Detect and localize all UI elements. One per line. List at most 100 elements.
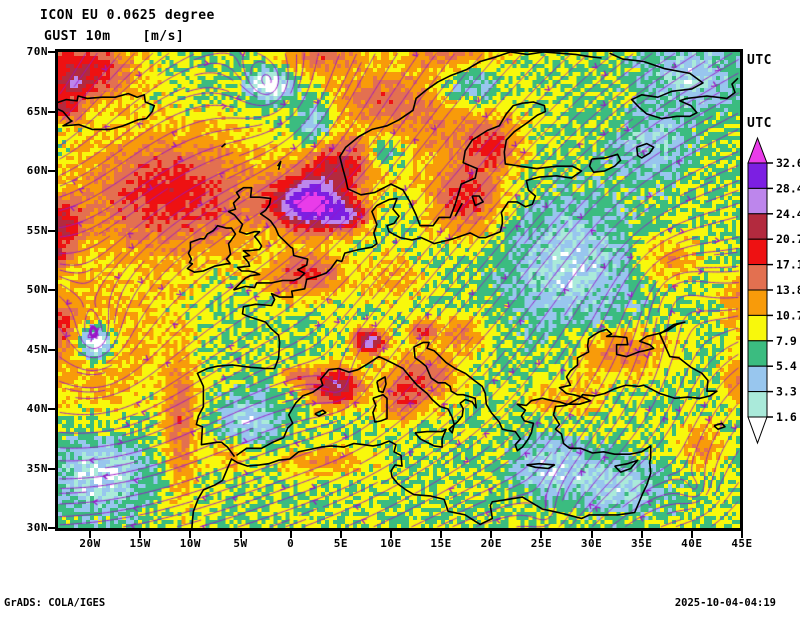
colorbar-label: 13.8 [776, 283, 800, 297]
lat-tick-mark [48, 408, 55, 410]
coastline-path [454, 202, 463, 217]
lon-tick-label: 20E [480, 537, 502, 550]
lon-tick-mark [440, 531, 443, 538]
colorbar-label: 10.7 [776, 308, 800, 322]
colorbar-segment [747, 340, 768, 367]
lon-tick-label: 15E [430, 537, 452, 550]
lon-tick-mark [339, 531, 342, 538]
lat-tick-label: 70N [26, 45, 48, 58]
lon-tick-mark [540, 531, 543, 538]
lon-tick-mark [389, 531, 392, 538]
model-title: ICON EU 0.0625 degree [40, 8, 215, 23]
lat-tick-label: 40N [26, 402, 48, 415]
lat-tick-label: 45N [26, 342, 48, 356]
lat-tick-label: 60N [26, 164, 48, 177]
streamlines-layer [58, 52, 740, 528]
lon-tick-mark [289, 531, 292, 538]
coastline-path [609, 52, 739, 120]
lat-tick-label: 35N [26, 461, 48, 475]
lon-tick-label: 5W [233, 537, 248, 550]
colorbar-label: 1.6 [776, 410, 797, 424]
grads-credit: GrADS: COLA/IGES [4, 597, 106, 609]
lat-tick-mark [48, 51, 55, 53]
lon-tick-label: 35E [631, 537, 653, 550]
colorbar-segment [747, 314, 768, 342]
lon-tick-label: 10E [380, 537, 402, 550]
lon-tick-label: 30E [580, 537, 603, 550]
lon-tick-mark [741, 531, 743, 538]
colorbar-label: 32.6 [776, 156, 800, 170]
creation-timestamp: 2025-10-04-04:19 [674, 597, 776, 609]
lat-tick-mark [48, 289, 55, 291]
lon-tick-label: 20W [79, 537, 101, 550]
lon-tick-label: 5E [333, 537, 348, 550]
coastline-path [376, 376, 387, 394]
colorbar-under-min [747, 416, 768, 445]
coastline-path [191, 321, 718, 528]
colorbar: 32.6 28.4 24.4 20.7 17.1 13.8 10.7 7.9 5.4 3.3 1.6 [744, 136, 800, 452]
lon-tick-mark [239, 531, 242, 538]
lat-tick-label: 55N [26, 223, 48, 237]
coastlines-layer [58, 52, 739, 528]
coastline-path [588, 153, 622, 173]
lon-tick-mark [490, 531, 493, 538]
coastline-path [635, 142, 655, 159]
lon-tick-mark [640, 531, 643, 538]
lat-tick-mark [48, 348, 55, 351]
coastline-path [314, 409, 327, 417]
lon-tick-label: 10W [179, 537, 202, 550]
coastline-path [510, 52, 602, 59]
colorbar-label: 20.7 [776, 232, 800, 246]
lon-tick-mark [189, 531, 192, 538]
coastline-path [471, 195, 484, 207]
colorbar-label: 5.4 [776, 359, 797, 373]
field-title: GUST 10m [m/s] [44, 29, 184, 44]
coastline-path [276, 160, 282, 170]
colorbar-segment [747, 238, 768, 266]
lat-tick-mark [48, 229, 55, 232]
lon-tick-label: 40E [681, 537, 703, 550]
colorbar-label: 24.4 [776, 207, 800, 221]
colorbar-scale: 32.6 28.4 24.4 20.7 17.1 13.8 10.7 7.9 5.4 3.3 1.6 [747, 136, 800, 445]
coastline-path [58, 92, 156, 131]
lon-tick-mark [139, 531, 142, 538]
lat-tick-label: 65N [26, 104, 48, 118]
lon-tick-label: 45E [731, 537, 753, 550]
map-area [55, 49, 743, 531]
colorbar-label: 17.1 [776, 258, 800, 272]
units-label: [m/s] [142, 29, 185, 44]
coastline-path [414, 428, 447, 448]
lat-tick-mark [48, 110, 55, 113]
lon-tick-label: 0 [287, 537, 295, 550]
lon-tick-mark [89, 531, 92, 538]
coastline-path [227, 186, 309, 291]
lat-tick-label: 30N [26, 521, 48, 534]
colorbar-label: 28.4 [776, 181, 800, 195]
lon-tick-label: 25E [530, 537, 553, 550]
parameter-label: GUST 10m [44, 29, 111, 44]
coastline-path [526, 462, 556, 470]
lon-tick-mark [590, 531, 593, 538]
lat-tick-mark [48, 467, 55, 470]
lat-tick-label: 50N [26, 283, 48, 296]
lon-tick-mark [690, 531, 693, 538]
lat-tick-mark [48, 170, 55, 172]
lon-tick-label: 15W [129, 537, 151, 550]
colorbar-segment [747, 187, 768, 215]
coastline-path [195, 52, 583, 458]
colorbar-segment [747, 391, 768, 418]
lat-tick-mark [48, 527, 55, 529]
colorbar-segment [747, 365, 768, 393]
coastline-path [186, 224, 237, 273]
coastline-path [372, 393, 388, 423]
colorbar-segment [747, 289, 768, 316]
colorbar-over-max [747, 136, 768, 164]
coastline-path [713, 422, 726, 430]
colorbar-segment [747, 213, 768, 240]
colorbar-label: 3.3 [776, 385, 797, 399]
colorbar-segment [747, 264, 768, 291]
coastline-path [220, 143, 227, 148]
colorbar-label: 7.9 [776, 334, 797, 348]
coastline-path [614, 459, 639, 473]
